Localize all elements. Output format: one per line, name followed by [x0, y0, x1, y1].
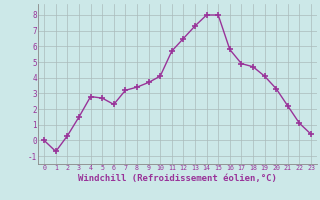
X-axis label: Windchill (Refroidissement éolien,°C): Windchill (Refroidissement éolien,°C)	[78, 174, 277, 183]
